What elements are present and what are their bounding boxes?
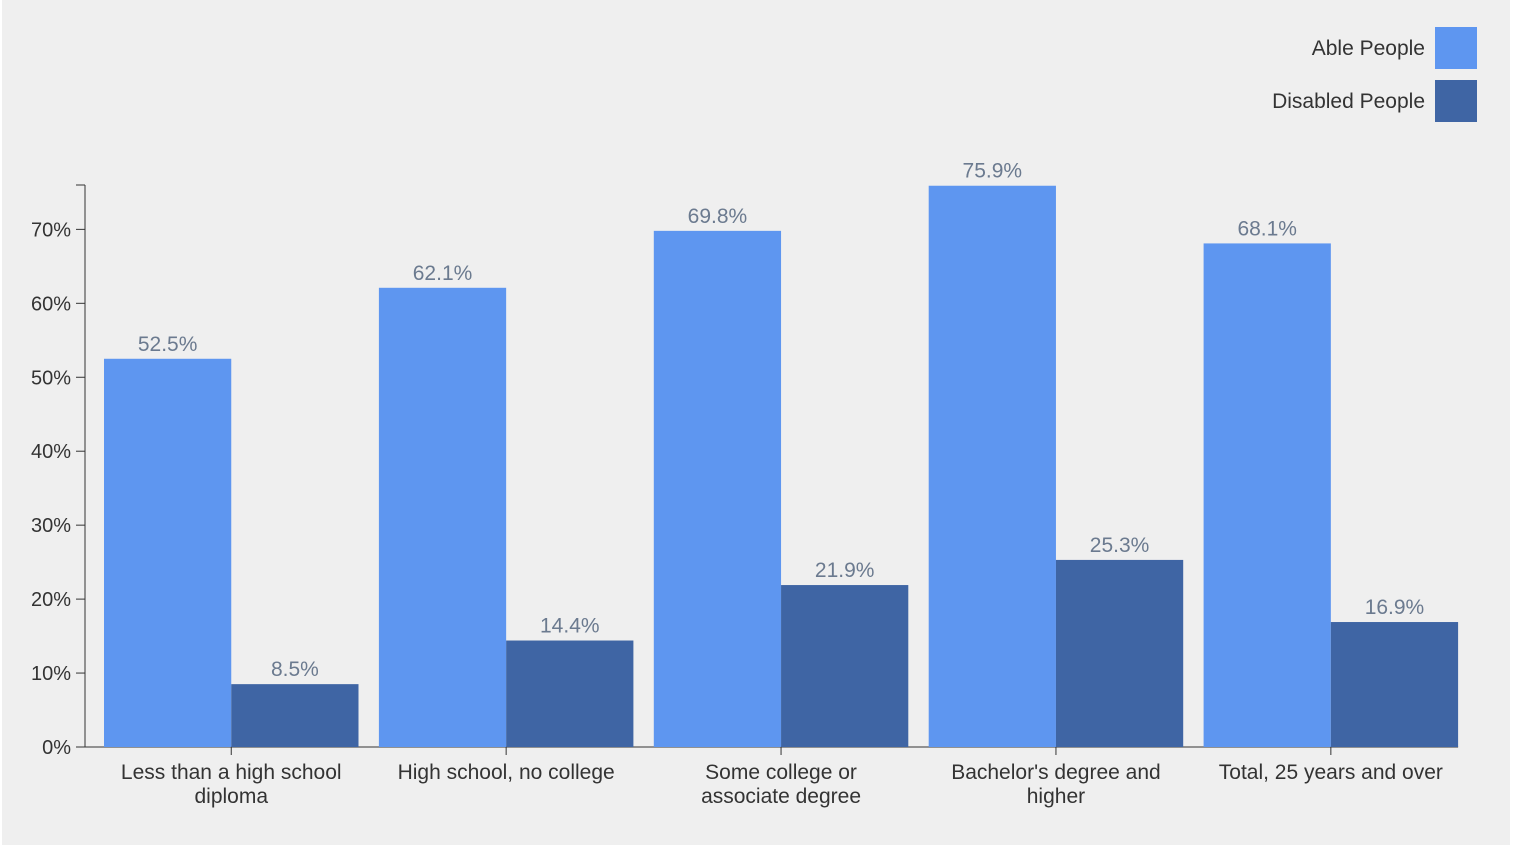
y-tick-label: 40% [31,441,71,463]
bars [104,185,1459,748]
y-tick-label: 50% [31,367,71,389]
bar [104,358,232,747]
legend-label: Disabled People [1272,90,1425,113]
data-label: 16.9% [1365,596,1425,619]
data-label: 68.1% [1237,217,1297,240]
bar [1330,622,1459,747]
bar [231,684,359,747]
y-axis: 0% 10% 20% 30% 40% 50% 60% 70% [31,184,86,759]
legend-swatch [1435,27,1477,69]
y-tick-label: 0% [42,737,71,759]
data-label: 21.9% [815,559,875,582]
data-label: 14.4% [540,615,600,638]
bar [1055,559,1184,747]
data-label: 8.5% [271,658,319,681]
legend-swatch [1435,80,1477,122]
x-tick-label: Total, 25 years and over [1219,761,1443,784]
x-tick-label: Some college or associate degree [701,761,861,808]
x-axis: Less than a high school diploma High schoo… [85,746,1459,808]
bar [1203,243,1331,747]
legend-label: Able People [1312,37,1425,60]
value-labels: 52.5% 8.5% 62.1% 14.4% 69.8% 21.9% 75.9% 25.3% 6… [138,160,1424,681]
y-tick-label: 70% [31,219,71,241]
bar [781,585,909,747]
bar [928,185,1056,747]
data-label: 75.9% [963,160,1023,183]
x-tick-label: Bachelor's degree and higher [951,761,1161,808]
data-label: 62.1% [413,262,473,285]
y-tick-label: 60% [31,293,71,315]
bar [506,640,634,747]
y-tick-label: 10% [31,663,71,685]
legend: Able People Disabled People [1272,27,1477,122]
data-label: 25.3% [1090,534,1150,557]
data-label: 69.8% [688,205,748,228]
bar [653,230,782,748]
data-label: 52.5% [138,333,198,356]
y-tick-label: 30% [31,515,71,537]
y-tick-label: 20% [31,589,71,611]
bar [378,287,507,747]
x-tick-label: High school, no college [398,761,615,784]
x-tick-label: Less than a high school diploma [121,761,342,808]
